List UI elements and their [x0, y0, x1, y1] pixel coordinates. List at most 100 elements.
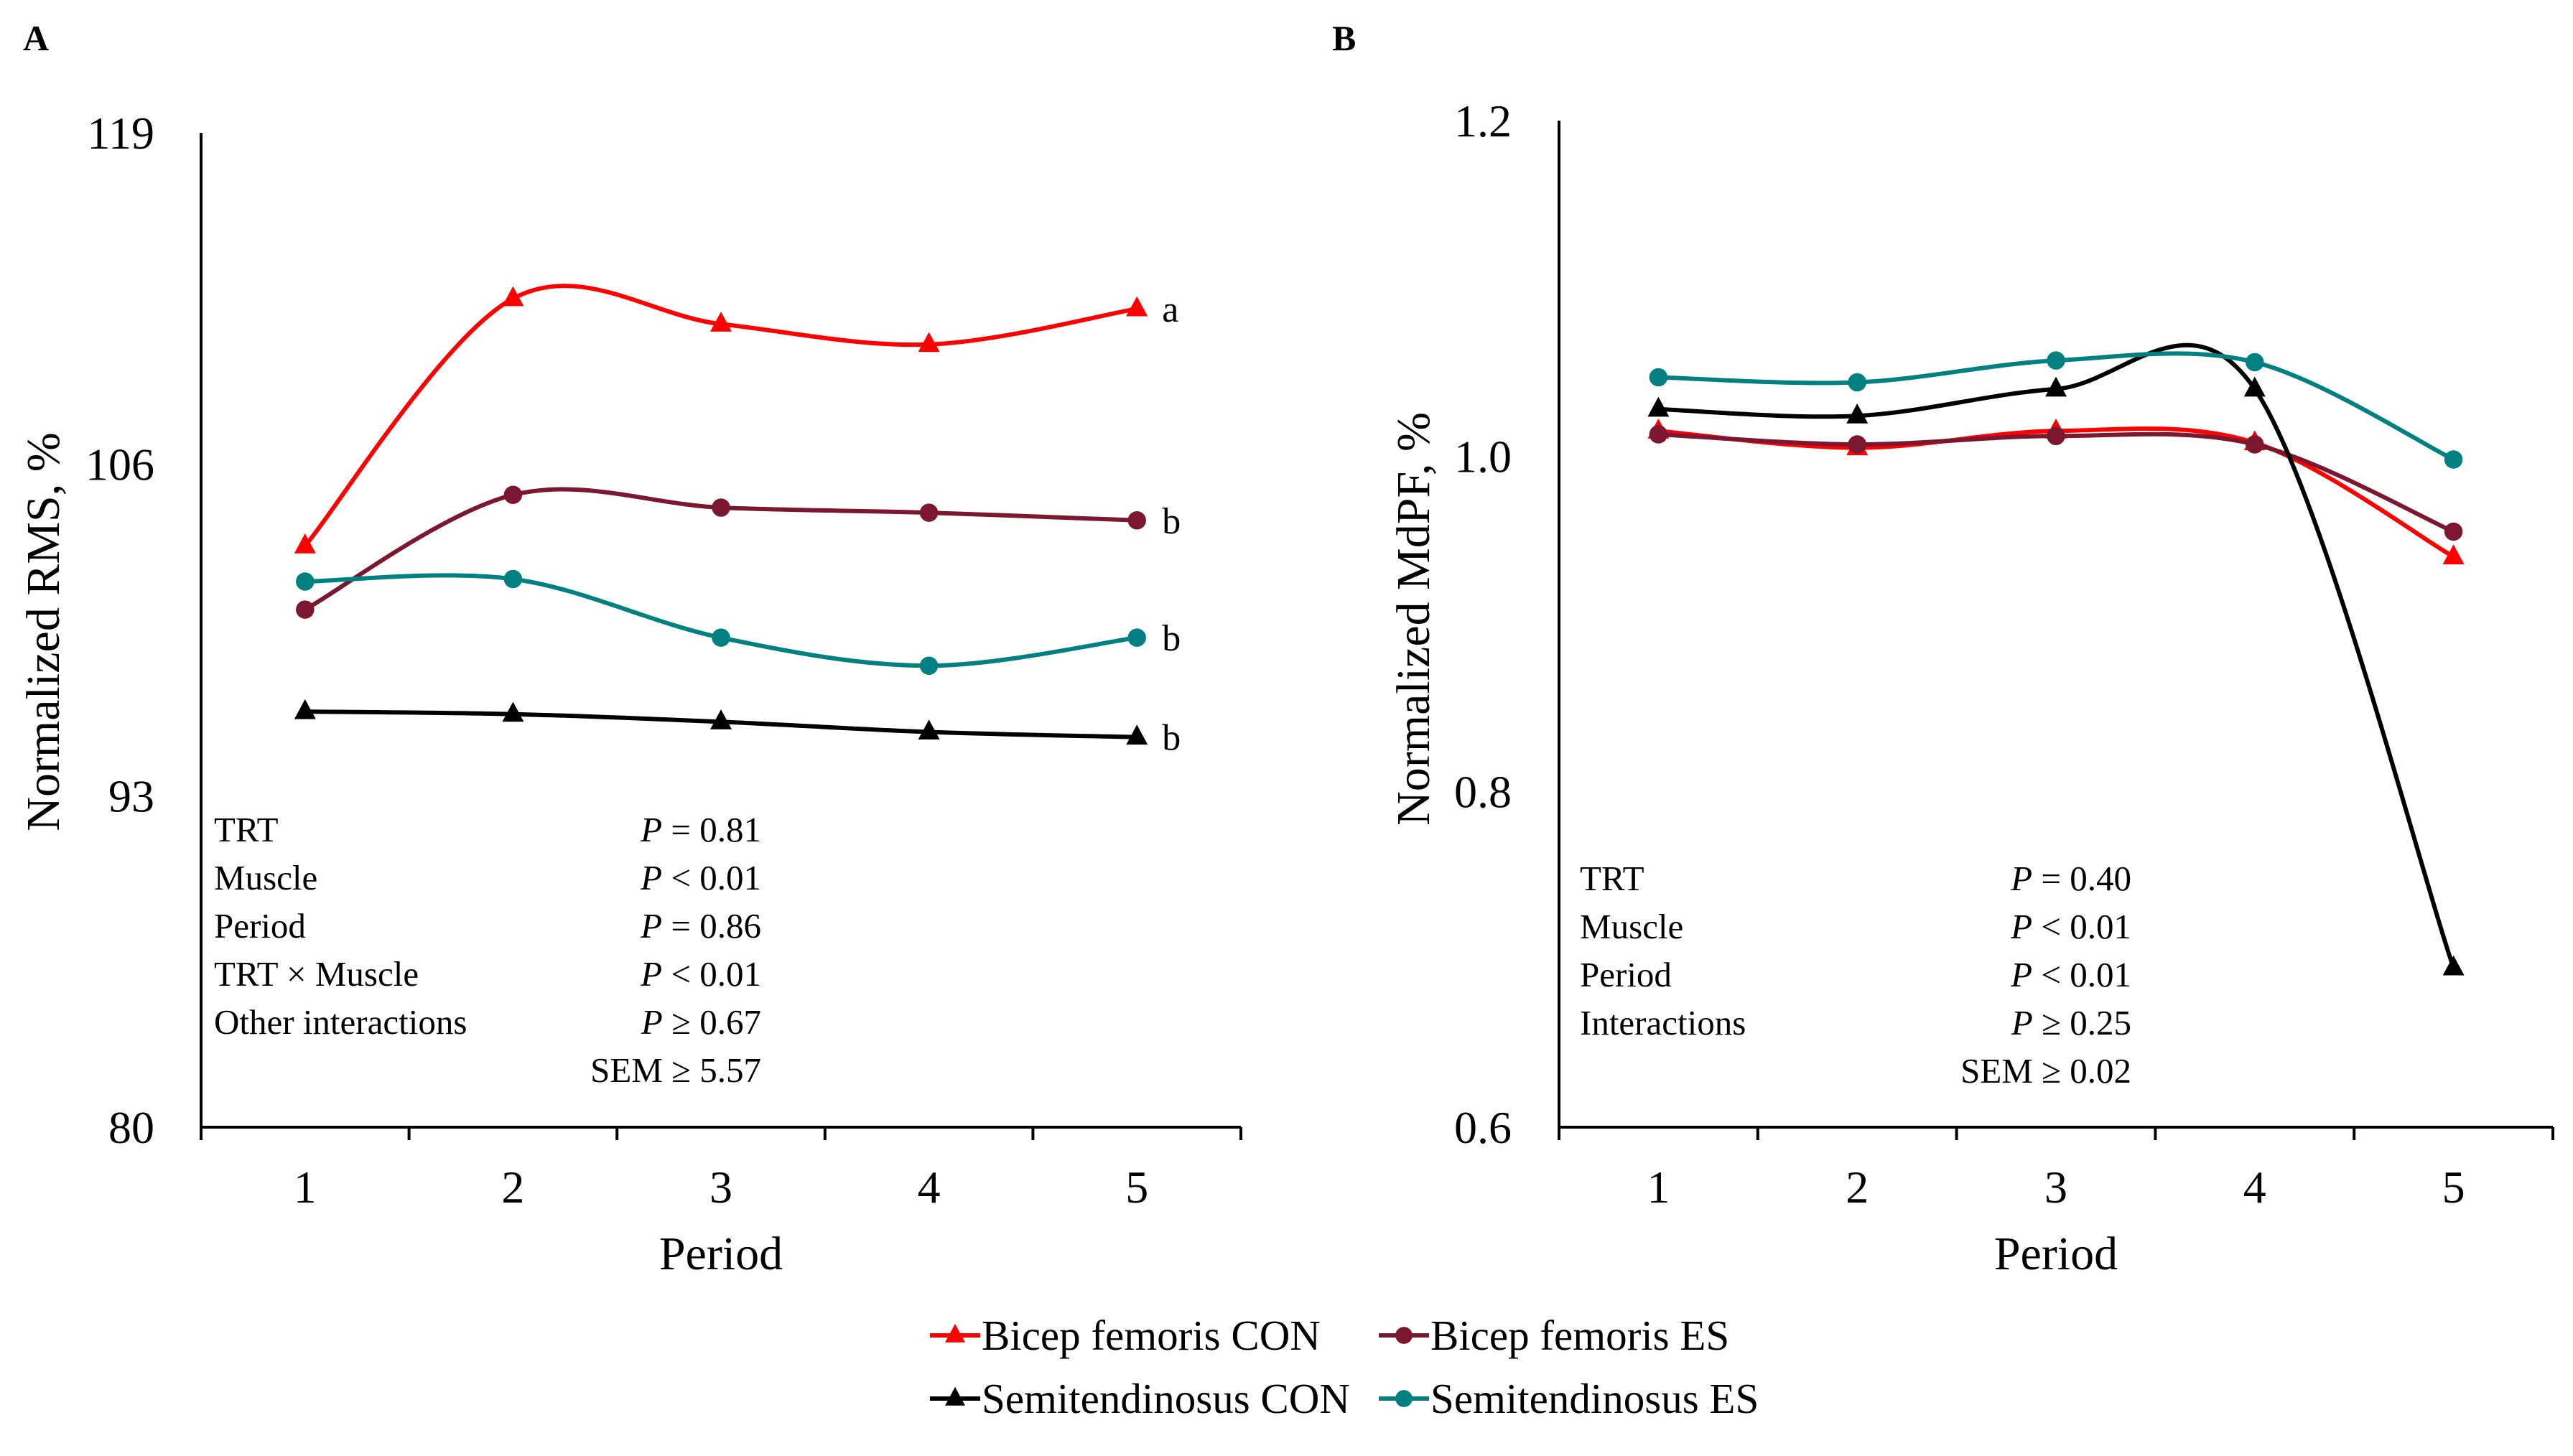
x-tick-label: 5	[1125, 1162, 1148, 1213]
data-point-bicep-femoris-es	[1848, 435, 1866, 454]
panel-label-a: A	[23, 18, 49, 58]
stats-label: TRT	[1580, 859, 1644, 898]
data-point-semitendinosus-con	[1126, 724, 1148, 745]
data-point-semitendinosus-con	[2243, 376, 2266, 397]
stats-value: P < 0.01	[2010, 955, 2131, 994]
stats-value: P < 0.01	[640, 858, 761, 897]
series-line-semitendinosus-con	[1658, 342, 2456, 969]
data-point-semitendinosus-es	[712, 628, 730, 647]
significance-label: b	[1162, 618, 1181, 659]
data-point-bicep-femoris-con	[2442, 544, 2465, 565]
legend: Bicep femoris CON Bicep femoris ES Semiten…	[930, 1312, 1759, 1422]
chart-panel-a: 1 2 3 4 5 80 93 106 119 Period Normalized RMS, % a b…	[17, 108, 1242, 1280]
legend-marker	[945, 1323, 965, 1343]
data-point-semitendinosus-es	[2246, 353, 2264, 372]
data-point-semitendinosus-con	[1846, 403, 1869, 424]
stats-value: P < 0.01	[2010, 907, 2131, 946]
sem-value: SEM ≥ 5.57	[590, 1050, 761, 1090]
panel-label-b: B	[1332, 18, 1356, 58]
stats-value: P < 0.01	[640, 954, 761, 994]
significance-label: b	[1162, 501, 1181, 542]
x-axis-title: Period	[659, 1228, 783, 1280]
data-point-bicep-femoris-es	[2444, 522, 2463, 541]
x-tick-label: 2	[501, 1162, 524, 1213]
y-tick-label: 80	[108, 1102, 154, 1153]
data-point-semitendinosus-es	[2047, 351, 2065, 370]
data-point-semitendinosus-con	[2045, 376, 2067, 397]
data-point-semitendinosus-con	[294, 699, 316, 719]
y-tick-label: 93	[108, 770, 154, 821]
x-tick-label: 2	[1846, 1162, 1869, 1213]
chart-panel-b: 1 2 3 4 5 0.6 0.8 1.0 1.2 Period Normalized MdPF, …	[1387, 95, 2554, 1280]
data-point-semitendinosus-es	[1127, 628, 1146, 647]
stats-value: P ≥ 0.67	[641, 1002, 761, 1042]
significance-label: b	[1162, 718, 1181, 759]
data-point-bicep-femoris-es	[1127, 511, 1146, 530]
legend-label: Semitendinosus ES	[1430, 1375, 1759, 1422]
x-tick-label: 3	[2044, 1162, 2067, 1213]
stats-label: Muscle	[1580, 907, 1683, 946]
stats-label: TRT × Muscle	[214, 954, 419, 994]
stats-label: Muscle	[214, 858, 317, 897]
y-tick-label: 1.0	[1454, 431, 1512, 482]
y-axis-title: Normalized MdPF, %	[1387, 412, 1440, 826]
data-point-semitendinosus-es	[1649, 368, 1668, 387]
data-point-bicep-femoris-con	[294, 533, 316, 554]
y-tick-label: 106	[85, 439, 154, 490]
x-tick-label: 4	[2243, 1162, 2266, 1213]
sem-value: SEM ≥ 0.02	[1960, 1051, 2131, 1091]
data-point-bicep-femoris-con	[918, 332, 940, 353]
significance-label: a	[1162, 289, 1178, 330]
legend-label: Semitendinosus CON	[982, 1375, 1350, 1422]
legend-marker	[945, 1386, 965, 1406]
stats-value: P ≥ 0.25	[2011, 1003, 2131, 1042]
data-point-semitendinosus-es	[919, 656, 939, 675]
data-point-semitendinosus-con	[710, 709, 732, 729]
data-point-bicep-femoris-es	[296, 600, 315, 619]
data-point-bicep-femoris-con	[1126, 296, 1148, 317]
legend-item-bicep-femoris-es: Bicep femoris ES	[1379, 1312, 1729, 1359]
data-point-semitendinosus-con	[1647, 396, 1670, 417]
stats-label: Interactions	[1580, 1003, 1746, 1042]
legend-item-semitendinosus-con: Semitendinosus CON	[930, 1375, 1350, 1422]
data-point-bicep-femoris-es	[919, 503, 939, 522]
x-tick-label: 3	[709, 1162, 732, 1213]
x-tick-label: 5	[2442, 1162, 2465, 1213]
data-point-bicep-femoris-es	[503, 485, 523, 505]
data-point-bicep-femoris-es	[712, 498, 730, 517]
x-axis-title: Period	[1994, 1228, 2118, 1280]
y-tick-label: 0.8	[1454, 767, 1512, 818]
legend-marker	[1395, 1327, 1413, 1344]
legend-item-bicep-femoris-con: Bicep femoris CON	[930, 1312, 1321, 1359]
data-point-semitendinosus-es	[1848, 373, 1866, 392]
data-point-semitendinosus-con	[918, 719, 940, 740]
series-line-bicep-femoris-con	[1658, 426, 2455, 559]
data-point-bicep-femoris-es	[2246, 435, 2264, 454]
legend-item-semitendinosus-es: Semitendinosus ES	[1379, 1375, 1759, 1422]
data-point-semitendinosus-es	[296, 572, 315, 591]
stats-value: P = 0.86	[640, 906, 761, 946]
stats-label: TRT	[214, 810, 279, 849]
legend-label: Bicep femoris CON	[982, 1312, 1321, 1359]
stats-value: P = 0.40	[2010, 859, 2131, 898]
stats-label: Other interactions	[214, 1002, 467, 1042]
x-tick-label: 4	[918, 1162, 941, 1213]
data-point-semitendinosus-con	[2442, 955, 2465, 976]
x-tick-label: 1	[1647, 1162, 1670, 1213]
y-tick-label: 1.2	[1454, 95, 1512, 146]
y-tick-label: 119	[87, 108, 154, 159]
stats-label: Period	[214, 906, 306, 946]
series-line-bicep-femoris-con	[303, 284, 1137, 548]
series-line-semitendinosus-es	[304, 573, 1137, 668]
x-tick-label: 1	[294, 1162, 317, 1213]
data-point-bicep-femoris-con	[710, 312, 732, 332]
data-point-bicep-femoris-con	[502, 286, 524, 307]
data-point-bicep-femoris-es	[2047, 426, 2065, 446]
data-point-semitendinosus-es	[503, 569, 523, 589]
y-tick-label: 0.6	[1454, 1102, 1512, 1153]
legend-label: Bicep femoris ES	[1430, 1312, 1729, 1359]
data-point-semitendinosus-es	[2444, 450, 2463, 469]
legend-marker	[1395, 1390, 1413, 1407]
stats-value: P = 0.81	[640, 810, 761, 849]
